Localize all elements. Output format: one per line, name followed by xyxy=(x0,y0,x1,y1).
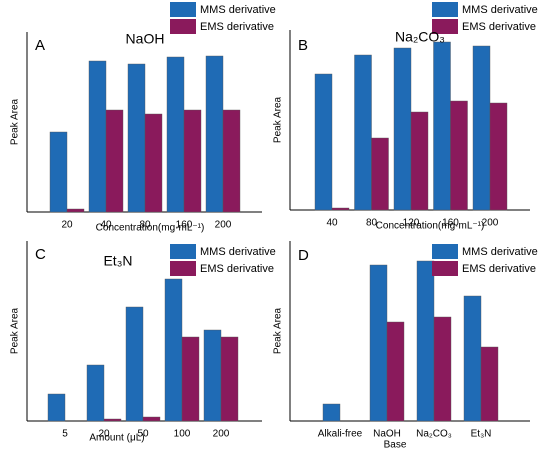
x-tick-label: 160 xyxy=(176,220,193,231)
x-tick-label: Et₃N xyxy=(471,429,492,440)
x-tick-label: 200 xyxy=(215,220,232,231)
bar xyxy=(164,278,183,422)
legend-swatch xyxy=(432,19,458,34)
bar xyxy=(369,264,388,422)
legend-label: EMS derivative xyxy=(462,21,536,33)
legend-swatch xyxy=(170,244,196,259)
bar xyxy=(181,336,200,422)
legend-swatch xyxy=(170,19,196,34)
bar xyxy=(127,63,146,213)
x-tick-label: 200 xyxy=(213,429,230,440)
bar xyxy=(103,418,122,422)
x-tick-label: 200 xyxy=(482,218,499,229)
bar xyxy=(450,100,468,211)
y-axis-label: Peak Area xyxy=(10,307,21,354)
bar xyxy=(88,60,107,213)
bar xyxy=(463,295,482,422)
bar xyxy=(49,131,68,213)
x-tick-label: 80 xyxy=(366,218,378,229)
x-tick-label: Alkali-free xyxy=(318,429,363,440)
x-tick-label: 5 xyxy=(62,429,68,440)
panel-label: C xyxy=(35,246,46,263)
legend-swatch xyxy=(170,2,196,17)
x-tick-label: Na₂CO₃ xyxy=(416,429,452,440)
bar xyxy=(480,346,499,422)
x-axis-label: Base xyxy=(384,440,407,451)
x-tick-label: 20 xyxy=(61,220,73,231)
bar xyxy=(166,56,185,213)
bar xyxy=(489,102,508,211)
x-tick-label: 160 xyxy=(442,218,459,229)
bar xyxy=(472,45,491,211)
legend-label: MMS derivative xyxy=(200,4,276,16)
bar xyxy=(386,321,405,422)
bar xyxy=(393,47,412,211)
legend-swatch xyxy=(170,261,196,276)
bar xyxy=(220,336,239,422)
y-axis-label: Peak Area xyxy=(273,307,284,354)
x-tick-label: 40 xyxy=(100,220,112,231)
panel-title: Et₃N xyxy=(103,253,132,269)
bar xyxy=(144,113,163,213)
y-axis-label: Peak Area xyxy=(273,96,284,143)
x-axis-label: Concentration(mg·mL⁻¹) xyxy=(96,223,205,234)
panel-label: B xyxy=(298,37,308,54)
x-tick-label: 40 xyxy=(326,218,338,229)
x-tick-label: NaOH xyxy=(373,429,401,440)
legend-swatch xyxy=(432,2,458,17)
bar xyxy=(203,329,222,422)
panel-label: D xyxy=(298,247,309,264)
legend-label: EMS derivative xyxy=(200,21,274,33)
bar xyxy=(47,393,66,422)
legend-label: EMS derivative xyxy=(200,263,274,275)
legend-label: EMS derivative xyxy=(462,263,536,275)
bar xyxy=(205,55,224,213)
bar xyxy=(142,416,161,422)
bar xyxy=(125,306,144,422)
legend-label: MMS derivative xyxy=(462,246,538,258)
legend-label: MMS derivative xyxy=(200,246,276,258)
x-tick-label: 20 xyxy=(98,429,110,440)
bar xyxy=(433,41,451,211)
bar xyxy=(331,207,350,211)
x-tick-label: 80 xyxy=(139,220,151,231)
bar xyxy=(433,316,452,422)
bar xyxy=(322,403,341,422)
bar xyxy=(371,137,389,211)
x-axis-label: Amount (μL) xyxy=(89,433,144,444)
panel-title: Na₂CO₃ xyxy=(395,29,445,45)
x-axis-label: Concentration(mg·mL⁻¹) xyxy=(376,221,485,232)
bar xyxy=(314,73,333,211)
x-tick-label: 50 xyxy=(137,429,149,440)
panel-title: NaOH xyxy=(126,31,165,47)
legend-swatch xyxy=(432,261,458,276)
legend-swatch xyxy=(432,244,458,259)
panel-label: A xyxy=(35,37,45,54)
legend-label: MMS derivative xyxy=(462,4,538,16)
bar xyxy=(66,208,85,213)
y-axis-label: Peak Area xyxy=(10,98,21,145)
bar xyxy=(183,109,202,213)
bar xyxy=(416,260,435,422)
bar xyxy=(222,109,241,213)
x-tick-label: 100 xyxy=(174,429,191,440)
x-tick-label: 120 xyxy=(403,218,420,229)
bar xyxy=(354,54,372,211)
bar xyxy=(410,111,429,211)
bar xyxy=(86,364,105,422)
bar xyxy=(105,109,124,213)
